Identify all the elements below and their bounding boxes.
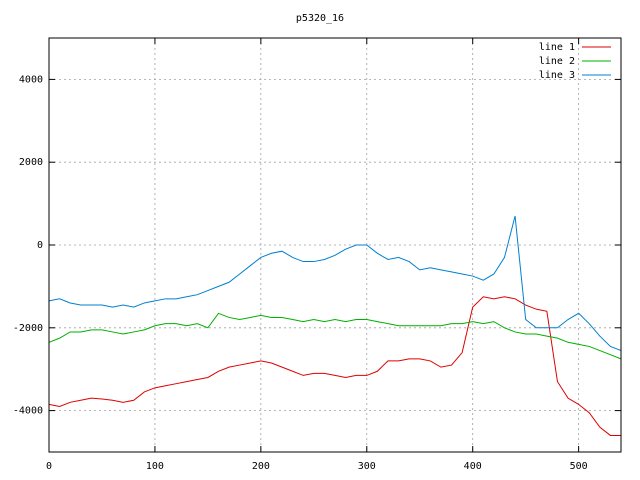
x-tick-label: 500 (570, 461, 588, 472)
legend: line 1 line 2 line 3 (539, 42, 611, 81)
y-tick-label: 0 (37, 240, 43, 251)
x-tick-label: 300 (358, 461, 376, 472)
y-tick-label: 4000 (19, 74, 43, 85)
x-tick-label: 100 (146, 461, 164, 472)
legend-label: line 3 (539, 70, 575, 81)
plot-border (48, 37, 622, 453)
y-tick-label: -2000 (13, 323, 43, 334)
legend-label: line 2 (539, 56, 575, 67)
y-tick-label: 2000 (19, 157, 43, 168)
plot (48, 215, 622, 436)
y-tick-label: -4000 (13, 406, 43, 417)
x-tick-label: 400 (464, 461, 482, 472)
chart-title: p5320_16 (296, 13, 344, 24)
data-line (48, 312, 622, 360)
legend-label: line 1 (539, 42, 575, 53)
x-tick-label: 200 (252, 461, 270, 472)
data-line (48, 215, 622, 352)
data-line (48, 296, 621, 436)
x-tick-label: 0 (46, 461, 52, 472)
